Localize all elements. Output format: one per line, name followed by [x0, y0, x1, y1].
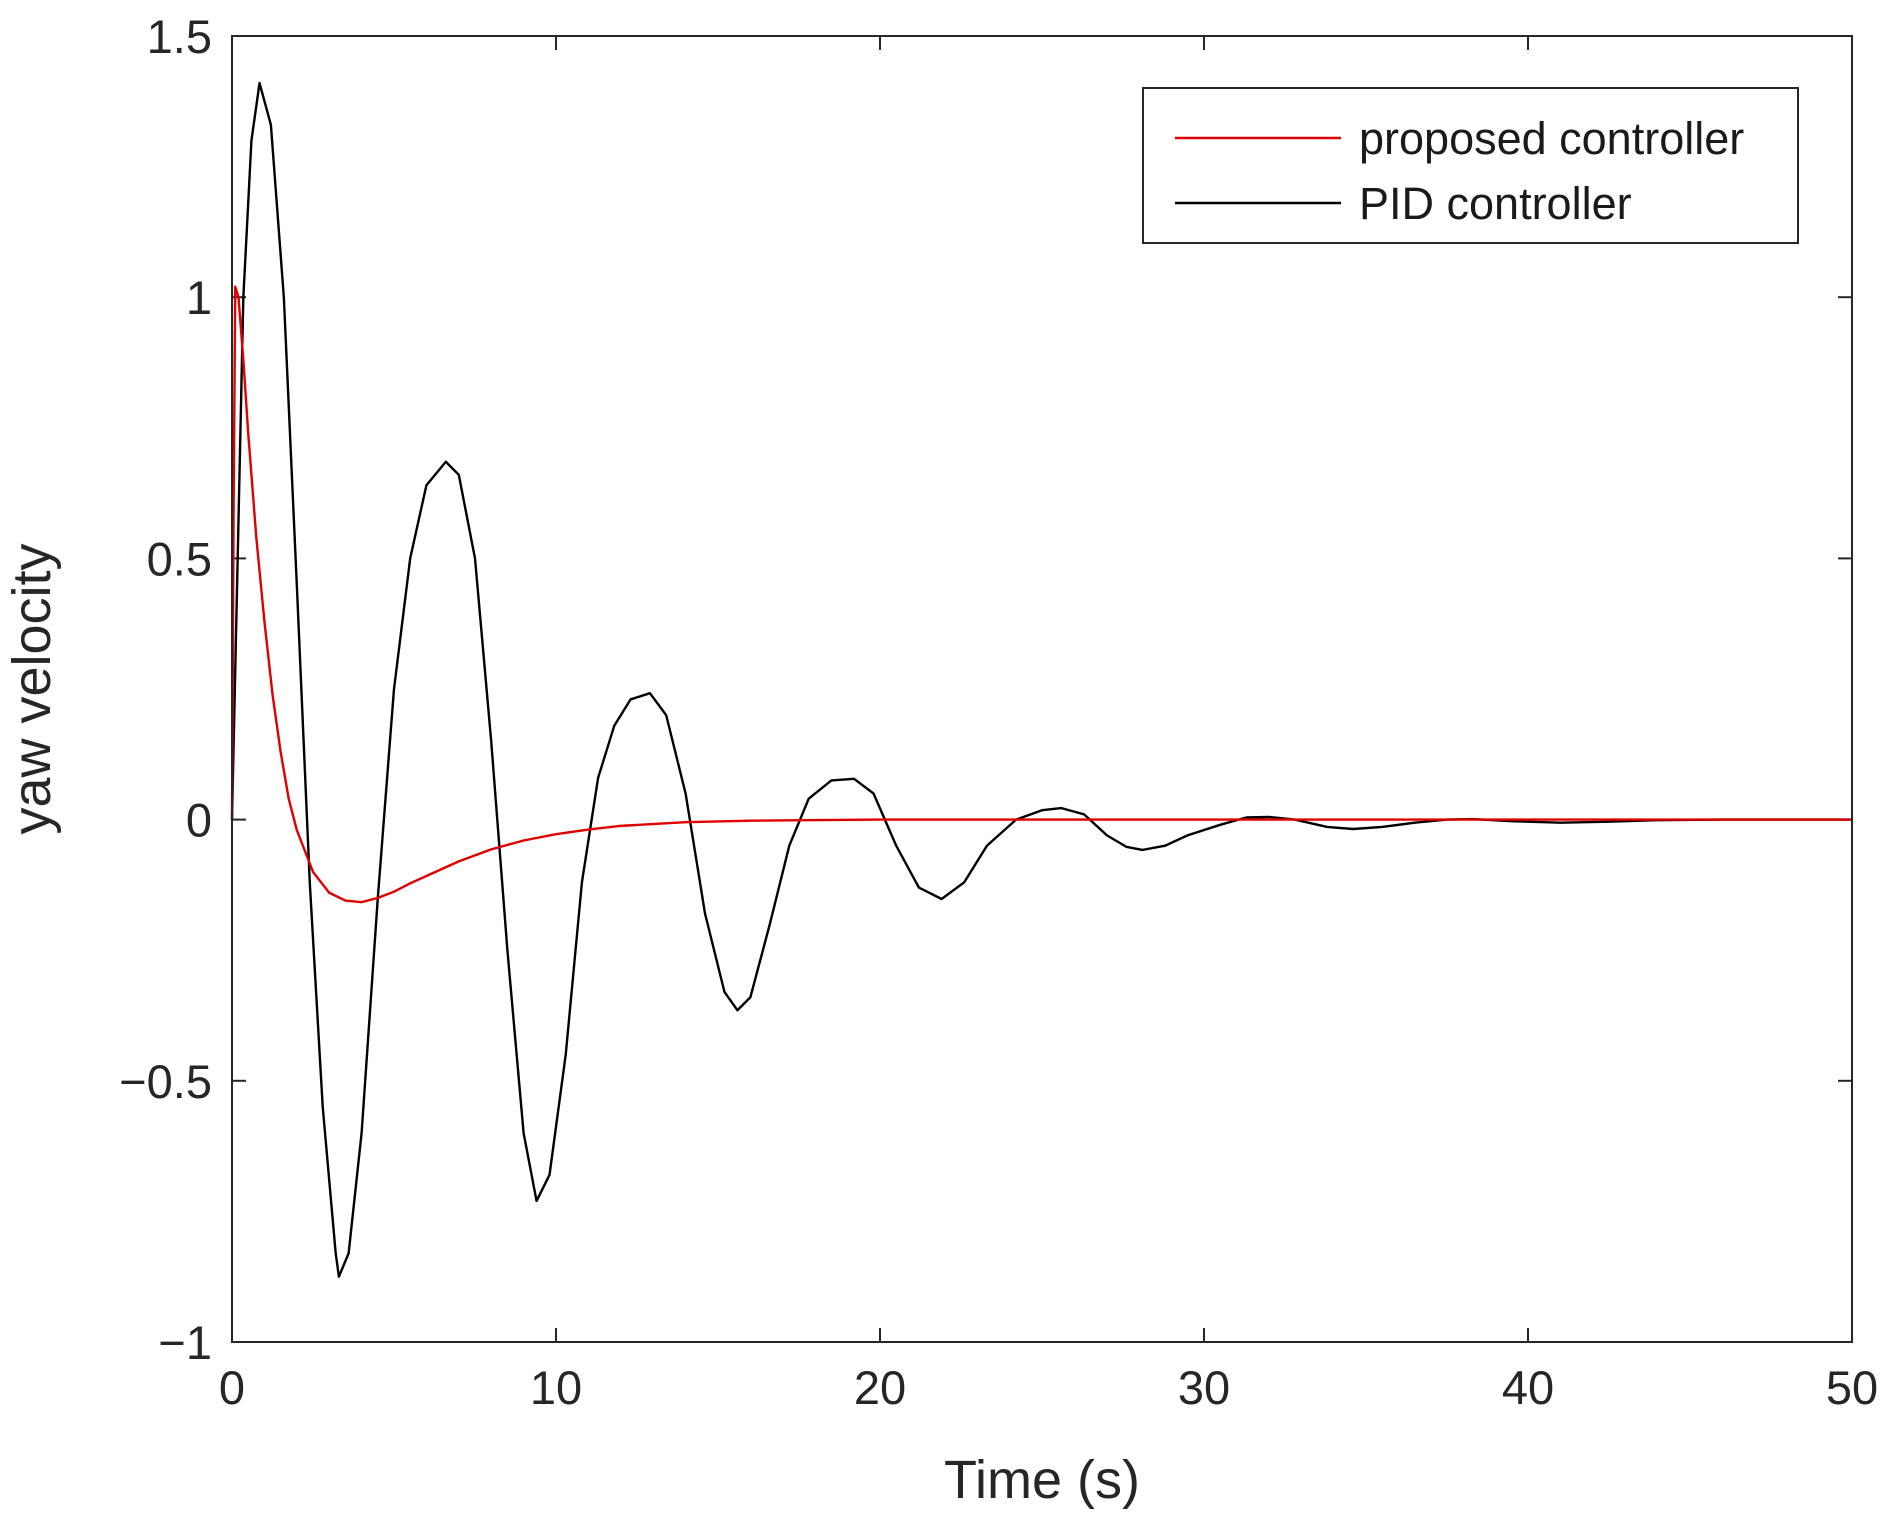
legend-label: proposed controller [1359, 113, 1744, 164]
legend: proposed controller PID controller [1142, 87, 1799, 244]
series-layer [230, 81, 1854, 1278]
axes-frame [231, 35, 1853, 1343]
ticks-layer: 0 10 20 30 40 50 −1 −0.5 0 0.5 1 1.5 [119, 10, 1878, 1414]
x-tick-label: 30 [1178, 1361, 1230, 1414]
y-axis-title: yaw velocity [2, 543, 62, 834]
y-tick-label: 0 [186, 794, 212, 847]
x-tick-label: 50 [1826, 1361, 1878, 1414]
legend-label: PID controller [1359, 178, 1632, 229]
y-tick-label: −0.5 [119, 1055, 212, 1108]
x-tick-label: 10 [530, 1361, 582, 1414]
x-axis-title: Time (s) [944, 1450, 1140, 1510]
x-tick-label: 20 [854, 1361, 906, 1414]
y-tick-label: −1 [158, 1316, 212, 1369]
series-line-proposed-controller [230, 285, 1854, 904]
legend-box [1142, 87, 1799, 244]
x-tick-label: 0 [219, 1361, 245, 1414]
y-tick-label: 1 [186, 271, 212, 324]
x-tick-label: 40 [1502, 1361, 1554, 1414]
y-tick-label: 0.5 [147, 532, 212, 585]
y-tick-label: 1.5 [147, 10, 212, 63]
